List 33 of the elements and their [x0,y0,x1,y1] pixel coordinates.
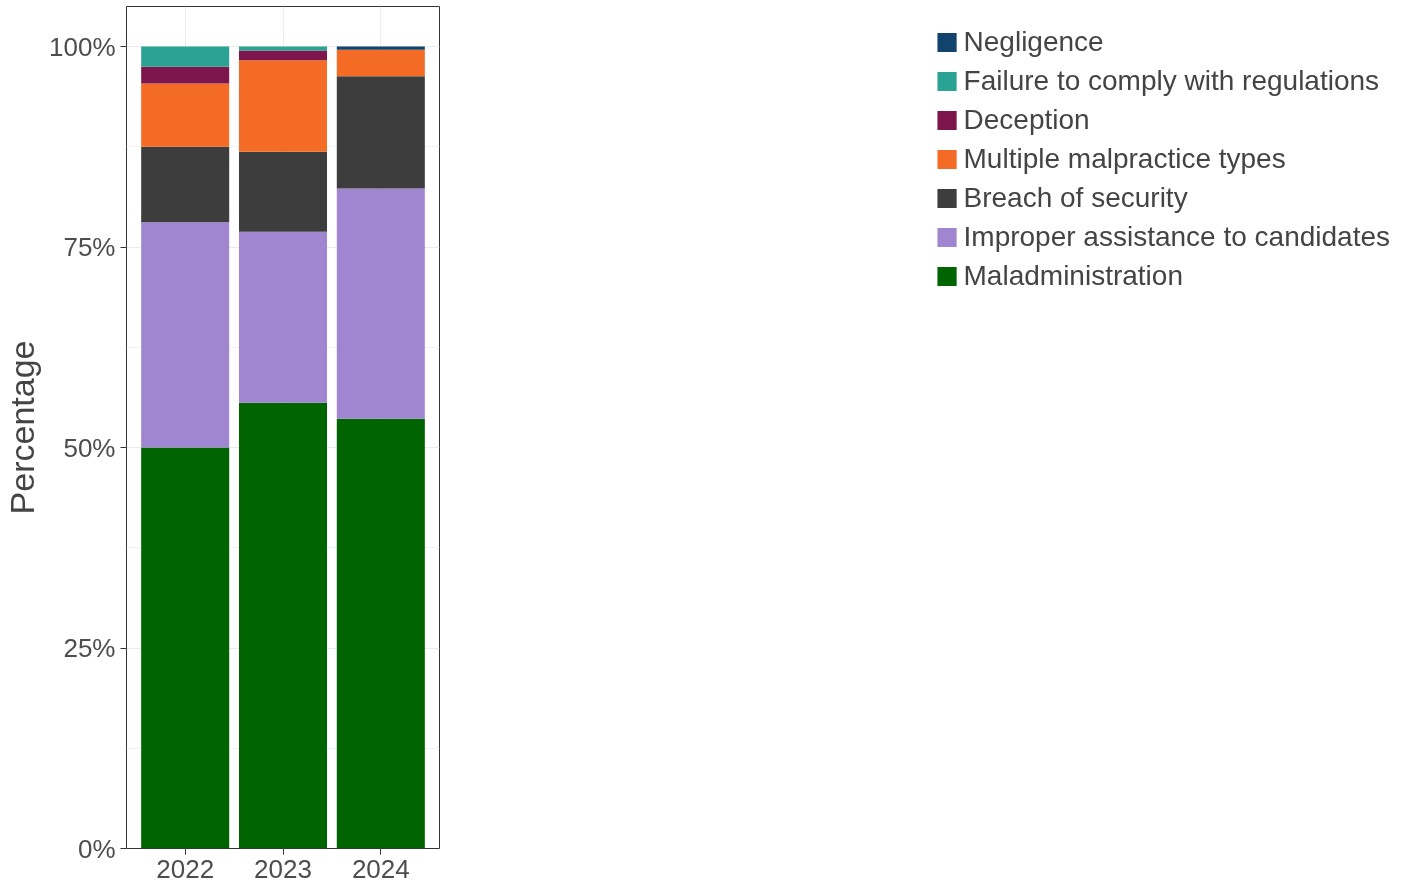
y-tick-label: 100% [49,31,116,62]
bar [141,146,230,223]
x-tick-label: 2022 [156,853,215,884]
legend-label: Deception [963,104,1090,136]
bar [141,46,230,67]
y-tick-label: 50% [63,432,116,463]
bar [141,447,230,849]
legend-label: Breach of security [963,182,1188,214]
bar [141,66,230,84]
legend-label: Improper assistance to candidates [963,221,1390,253]
legend-label: Failure to comply with regulations [963,65,1380,97]
x-tick-label: 2024 [351,853,410,884]
bar [141,222,230,448]
legend-label: Negligence [963,26,1104,58]
y-tick-label: 0% [77,833,116,864]
bar [336,46,425,50]
y-axis-title: Percentage [3,340,41,515]
bar [336,76,425,189]
bar [238,151,328,232]
bar [141,83,230,147]
bar [238,46,328,51]
y-tick-label: 25% [63,633,116,664]
legend-label: Maladministration [963,260,1183,292]
bar [238,231,328,403]
bar [238,60,328,152]
bar [336,418,425,849]
x-tick-label: 2023 [254,853,312,884]
legend-label: Multiple malpractice types [963,143,1286,175]
bar [336,188,425,419]
bar [238,402,328,849]
y-tick-label: 75% [63,232,116,263]
bar [336,49,425,77]
bar [238,50,328,61]
